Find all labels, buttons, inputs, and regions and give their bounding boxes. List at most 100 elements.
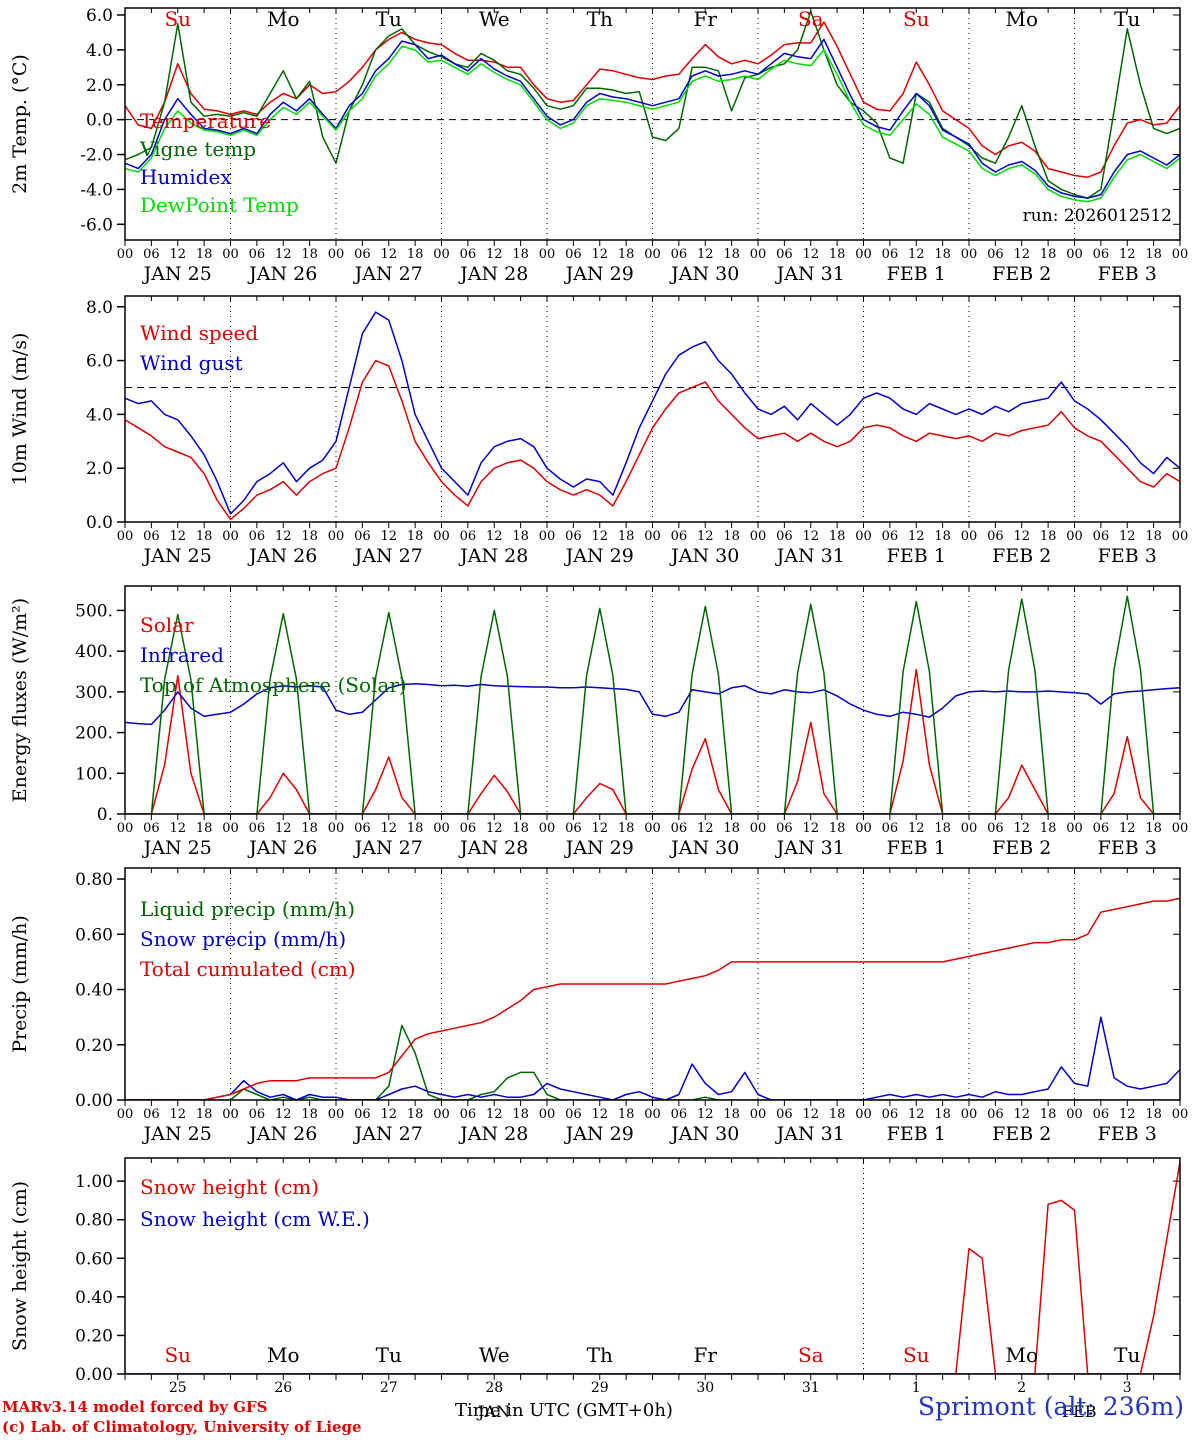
series-liquid-precip-mm-h-line (125, 1024, 1180, 1100)
series-solar-line (125, 668, 1180, 814)
series-humidex-line (125, 38, 1180, 199)
y-tick-label: 2.0 (86, 459, 113, 479)
hour-tick-label: 18 (196, 247, 213, 262)
hour-tick-label: 18 (512, 821, 529, 836)
weekday-label: Tu (1114, 7, 1140, 31)
hour-tick-label: 18 (1145, 247, 1162, 262)
hour-tick-label: 12 (1013, 247, 1030, 262)
panel-10m-wind: 8.0 6.0 4.0 2.0 0.0 10m Wind (m/s) 00 06 12 18 00 0… (9, 295, 1188, 567)
day-label: JAN 30 (669, 263, 739, 285)
legend-top-of-atmosphere-solar: Top of Atmosphere (Solar) (140, 673, 407, 697)
hour-tick-label: 12 (802, 529, 819, 544)
date-label: 3 (1123, 1380, 1132, 1396)
day-label: FEB 2 (992, 1123, 1051, 1145)
y-tick-label: 0.80 (75, 1211, 113, 1231)
hour-tick-label: 00 (328, 821, 345, 836)
y-axis-title: 10m Wind (m/s) (9, 333, 31, 486)
y-tick-label: 0.40 (75, 1288, 113, 1308)
hour-tick-label: 18 (829, 529, 846, 544)
hour-tick-label: 12 (275, 821, 292, 836)
hour-tick-label: 12 (1013, 529, 1030, 544)
hour-tick-label: 12 (486, 247, 503, 262)
hour-tick-label: 00 (222, 247, 239, 262)
y-tick-label: 0.60 (75, 925, 113, 945)
hour-tick-label: 00 (1172, 821, 1189, 836)
hour-tick-label: 06 (354, 821, 371, 836)
series-dewpoint-temp-line (125, 45, 1180, 203)
hour-tick-label: 12 (275, 529, 292, 544)
hour-tick-label: 18 (1040, 1107, 1057, 1122)
hour-tick-label: 06 (249, 821, 266, 836)
day-label: JAN 29 (564, 837, 634, 859)
hour-tick-label: 00 (222, 529, 239, 544)
legend-humidex: Humidex (140, 165, 232, 189)
hour-tick-label: 12 (697, 821, 714, 836)
hour-tick-label: 06 (987, 247, 1004, 262)
hour-tick-label: 12 (1119, 1107, 1136, 1122)
hour-tick-label: 00 (855, 247, 872, 262)
hour-tick-label: 00 (750, 821, 767, 836)
y-tick-label: 6.0 (86, 6, 113, 26)
hour-tick-label: 12 (908, 821, 925, 836)
y-tick-label: 0.80 (75, 870, 113, 890)
hour-tick-label: 00 (1066, 529, 1083, 544)
panel-energy-fluxes: 500. 400. 300. 200. 100. 0. Energy fluxes (W/m… (9, 585, 1189, 859)
hour-tick-label: 06 (565, 821, 582, 836)
y-tick-label: 400. (75, 642, 113, 662)
day-label: FEB 1 (887, 837, 946, 859)
y-tick-label: 4.0 (86, 41, 113, 61)
hour-tick-label: 18 (1145, 529, 1162, 544)
legend-dewpoint-temp: DewPoint Temp (140, 193, 299, 217)
panel-snow-height: 1.00 0.80 0.60 0.40 0.20 0.00 Snow height (cm)… (9, 1157, 1181, 1396)
day-label: JAN 26 (247, 263, 317, 285)
y-tick-label: 300. (75, 683, 113, 703)
hour-tick-label: 12 (486, 1107, 503, 1122)
hour-tick-label: 18 (196, 529, 213, 544)
hour-tick-label: 18 (934, 1107, 951, 1122)
day-label: JAN 25 (142, 1123, 212, 1145)
day-label: JAN 25 (142, 545, 212, 567)
weekday-label: Sa (798, 1343, 824, 1367)
day-label: JAN 27 (353, 837, 423, 859)
hour-tick-label: 18 (618, 1107, 635, 1122)
hour-tick-label: 18 (723, 821, 740, 836)
hour-tick-label: 00 (433, 529, 450, 544)
hour-tick-label: 06 (987, 529, 1004, 544)
hour-tick-label: 12 (908, 1107, 925, 1122)
hour-tick-label: 18 (829, 1107, 846, 1122)
hour-tick-label: 06 (671, 529, 688, 544)
day-label: FEB 3 (1098, 545, 1157, 567)
hour-tick-label: 18 (1040, 247, 1057, 262)
hour-tick-label: 18 (723, 529, 740, 544)
hour-tick-label: 06 (249, 1107, 266, 1122)
y-axis-title: Energy fluxes (W/m²) (9, 598, 31, 802)
hour-tick-label: 18 (618, 529, 635, 544)
hour-tick-label: 00 (961, 247, 978, 262)
day-label: JAN 31 (775, 263, 845, 285)
hour-tick-label: 00 (328, 529, 345, 544)
day-label: JAN 25 (142, 263, 212, 285)
hour-tick-label: 18 (512, 1107, 529, 1122)
day-label: JAN 28 (458, 837, 528, 859)
hour-tick-label: 06 (776, 247, 793, 262)
hour-tick-label: 06 (460, 529, 477, 544)
weekday-label: Sa (798, 7, 824, 31)
day-label: JAN 31 (775, 545, 845, 567)
y-tick-label: -2.0 (80, 146, 113, 166)
y-tick-label: 8.0 (86, 298, 113, 318)
hour-tick-label: 06 (143, 821, 160, 836)
weekday-label: Mo (1005, 7, 1038, 31)
date-label: 25 (169, 1380, 187, 1396)
hour-tick-label: 18 (618, 247, 635, 262)
hour-tick-label: 12 (275, 1107, 292, 1122)
hour-tick-label: 06 (987, 821, 1004, 836)
y-tick-label: 2.0 (86, 76, 113, 96)
day-label: JAN 27 (353, 263, 423, 285)
hour-tick-label: 00 (644, 529, 661, 544)
hour-tick-label: 06 (249, 529, 266, 544)
hour-tick-label: 12 (591, 821, 608, 836)
hour-tick-label: 06 (882, 821, 899, 836)
y-tick-label: 0.0 (86, 513, 113, 533)
y-tick-label: 0.0 (86, 111, 113, 131)
